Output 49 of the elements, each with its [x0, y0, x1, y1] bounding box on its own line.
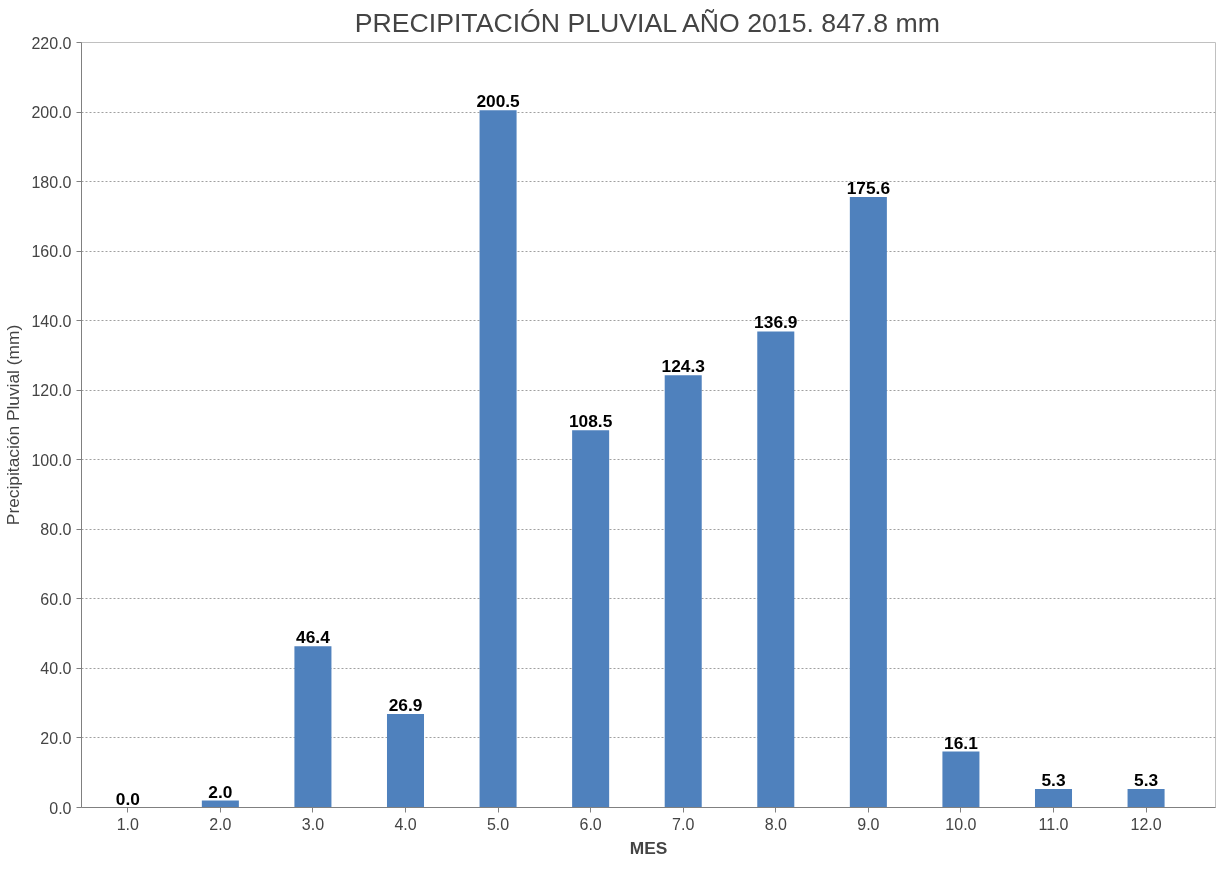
data-label: 26.9 — [388, 694, 423, 715]
data-label: 0.0 — [115, 788, 140, 809]
x-tick-label: 12.0 — [1130, 815, 1162, 833]
x-axis-title: MES — [629, 837, 668, 858]
bar — [664, 375, 702, 808]
y-tick-label: 0.0 — [49, 799, 72, 817]
x-tick-label: 2.0 — [209, 815, 232, 833]
bar — [294, 646, 332, 808]
bar — [942, 751, 980, 808]
data-label: 2.0 — [208, 781, 233, 802]
y-tick-label: 180.0 — [31, 173, 72, 191]
y-tick-label: 200.0 — [31, 104, 72, 122]
y-tick-label: 40.0 — [40, 660, 72, 678]
bar — [572, 430, 610, 808]
x-tick-label: 1.0 — [116, 815, 140, 833]
y-axis-title: Precipitación Pluvial (mm) — [3, 324, 24, 526]
data-label: 200.5 — [476, 91, 521, 112]
data-label: 175.6 — [846, 177, 891, 198]
data-label: 5.3 — [1041, 770, 1066, 791]
x-tick-label: 8.0 — [764, 815, 788, 833]
data-label: 136.9 — [754, 312, 798, 333]
chart-title: PRECIPITACIÓN PLUVIAL AÑO 2015. 847.8 mm — [354, 7, 940, 38]
data-label: 124.3 — [661, 356, 706, 377]
x-tick-label: 11.0 — [1038, 815, 1069, 833]
bar — [757, 331, 795, 808]
y-tick-label: 100.0 — [31, 451, 72, 469]
bar — [1034, 789, 1073, 808]
bar — [479, 110, 517, 808]
y-tick-label: 140.0 — [31, 312, 72, 330]
x-tick-label: 4.0 — [394, 815, 417, 833]
data-label: 46.4 — [296, 627, 331, 648]
y-tick-label: 80.0 — [40, 521, 72, 539]
y-tick-label: 160.0 — [31, 243, 72, 261]
y-tick-label: 120.0 — [31, 382, 72, 400]
y-tick-label: 220.0 — [31, 34, 72, 52]
data-label: 5.3 — [1134, 770, 1159, 791]
x-tick-label: 7.0 — [672, 815, 695, 833]
x-tick-label: 9.0 — [857, 815, 880, 833]
x-tick-label: 6.0 — [579, 815, 602, 833]
bar — [1127, 789, 1165, 808]
data-label: 16.1 — [944, 732, 979, 753]
y-tick-label: 20.0 — [40, 729, 72, 747]
x-tick-label: 10.0 — [945, 815, 977, 833]
x-tick-label: 5.0 — [486, 815, 510, 833]
bar — [849, 196, 887, 808]
bar — [386, 713, 425, 808]
y-tick-label: 60.0 — [40, 590, 72, 608]
x-tick-label: 3.0 — [301, 815, 325, 833]
data-label: 108.5 — [568, 411, 613, 432]
